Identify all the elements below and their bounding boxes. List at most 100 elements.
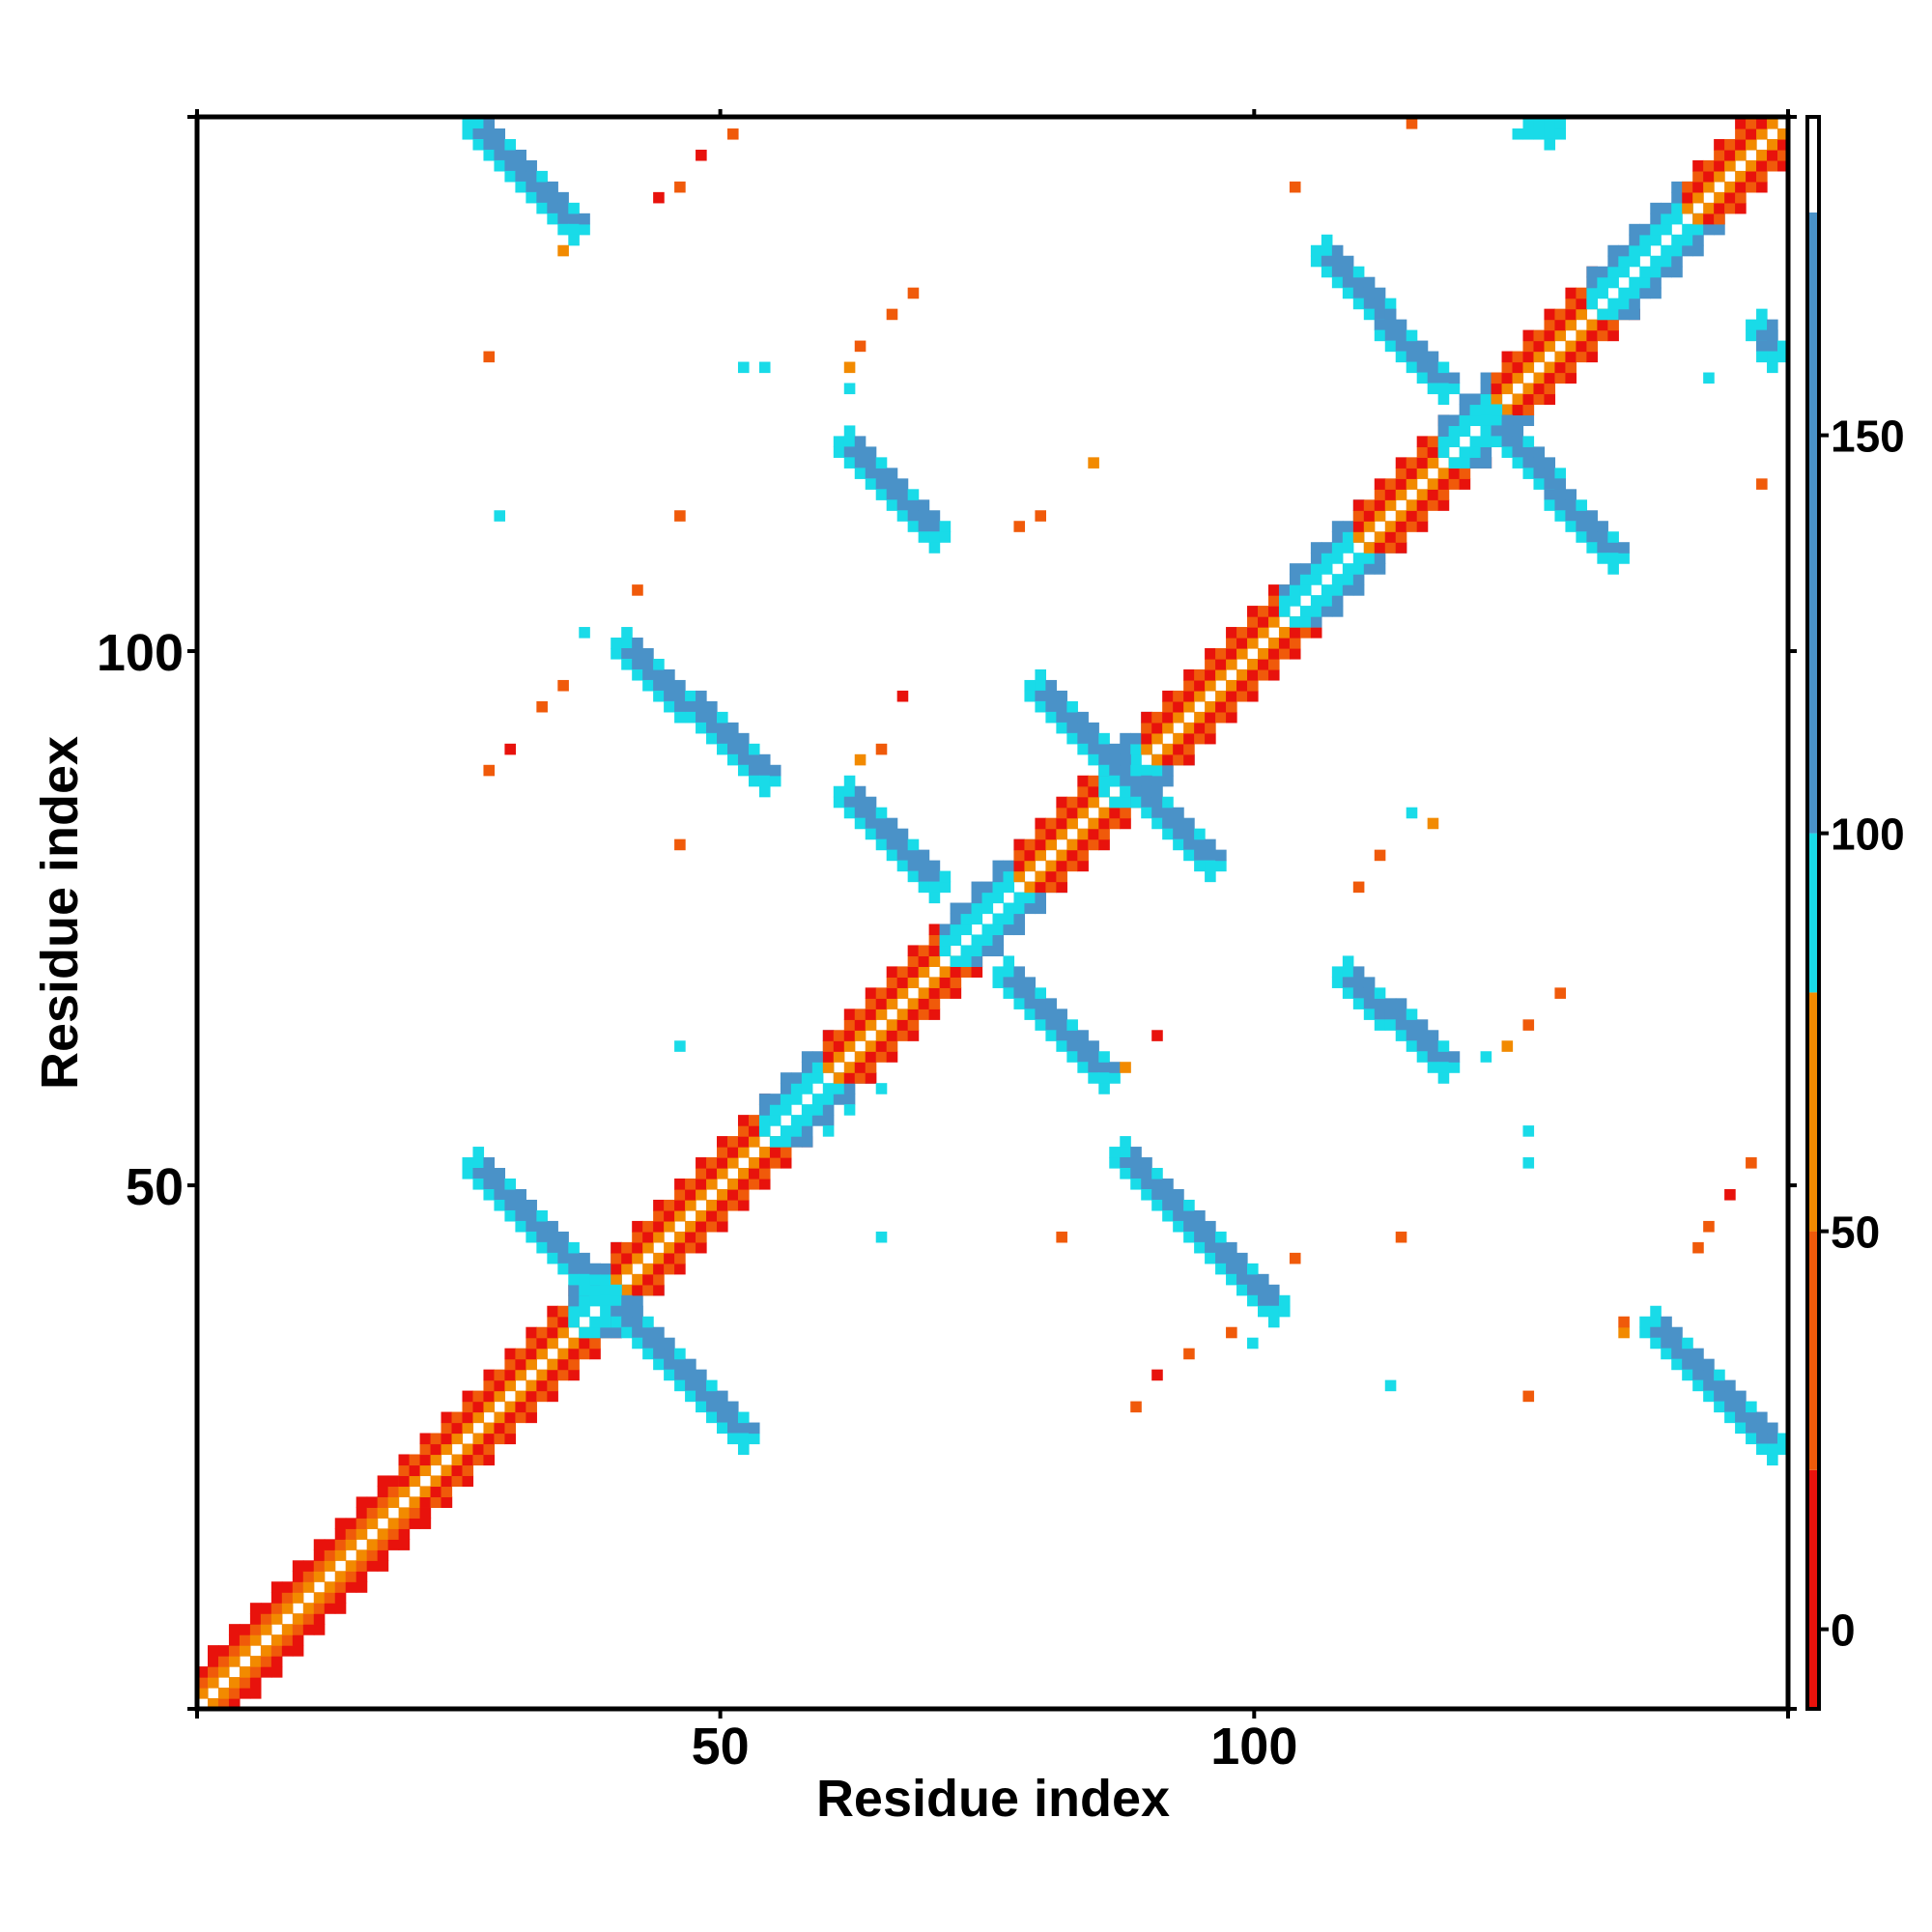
diagonal-cell [451,1422,464,1435]
contact-cell [907,287,920,299]
strand-cell [1565,499,1577,511]
diagonal-cell [875,998,888,1009]
diagonal-cell [1299,574,1312,585]
diagonal-cell [981,934,994,947]
diagonal-cell [249,1677,262,1689]
strand-cell [1682,1337,1693,1350]
strand-cell [1066,722,1078,734]
diagonal-cell [1003,860,1015,872]
diagonal-cell [377,1486,389,1497]
diagonal-cell [981,892,994,904]
diagonal-cell [886,966,898,978]
diagonal-cell [1629,234,1640,246]
strand-cell [664,1348,675,1360]
strand-cell [1205,1252,1216,1264]
diagonal-cell [1236,627,1248,639]
strand-cell [1384,329,1397,342]
diagonal-cell [1618,244,1630,257]
strand-cell [1267,1305,1280,1318]
diagonal-cell [717,1220,728,1233]
diagonal-cell [1618,298,1630,310]
diagonal-cell [1205,732,1216,745]
diagonal-cell [1671,213,1683,225]
strand-cell [992,966,1005,978]
diagonal-cell [451,1411,464,1424]
strand-cell [833,785,845,798]
diagonal-cell [515,1369,526,1381]
strand-cell [1183,1199,1195,1211]
strand-cell [843,807,856,819]
diagonal-cell [1321,595,1333,607]
strand-cell [674,679,686,692]
diagonal-cell [547,1305,558,1318]
strand-cell [696,1379,707,1392]
strand-cell [526,170,537,183]
diagonal-cell [1352,510,1365,522]
diagonal-cell [504,1401,516,1413]
diagonal-cell [1141,764,1152,777]
strand-cell [462,118,474,129]
diagonal-cell [1395,457,1407,469]
diagonal-cell [483,1454,496,1466]
strand-cell [1173,1220,1184,1233]
diagonal-cell [1130,753,1142,766]
strand-cell [483,138,496,151]
strand-cell [748,753,760,766]
diagonal-cell [1671,181,1683,193]
strand-cell [1247,1263,1259,1275]
diagonal-cell [1098,807,1110,819]
strand-cell [1077,1062,1089,1073]
diagonal-cell [1215,658,1227,670]
strand-cell [854,468,867,479]
diagonal-cell [239,1634,251,1646]
diagonal-cell [1437,468,1450,479]
diagonal-cell [1331,574,1344,585]
diagonal-cell [928,955,941,967]
diagonal-cell [1756,181,1768,193]
diagonal-cell [939,934,952,947]
diagonal-cell [1629,308,1640,321]
diagonal-cell [260,1603,272,1614]
strand-cell [907,489,920,500]
diagonal-cell [1236,648,1248,660]
strand-cell [896,838,909,851]
strand-cell [1035,668,1046,681]
diagonal-cell [1544,383,1556,395]
strand-cell [1746,1433,1757,1445]
strand-cell [1406,351,1418,363]
strand-cell [1661,1326,1672,1339]
strand-cell [1406,1030,1418,1041]
diagonal-cell [1077,775,1089,787]
diagonal-cell [1522,340,1535,353]
strand-cell [918,849,930,862]
diagonal-cell [600,1326,611,1339]
diagonal-cell [504,1348,516,1360]
diagonal-cell [1374,489,1386,500]
diagonal-cell [1310,595,1322,607]
diagonal-cell [409,1518,421,1529]
strand-cell [727,1411,739,1424]
diagonal-cell [1597,329,1608,342]
strand-cell [674,1348,686,1360]
strand-cell [1088,743,1099,755]
strand-cell [1035,987,1046,999]
diagonal-cell [239,1666,251,1678]
diagonal-cell [1003,913,1015,925]
diagonal-cell [790,1072,803,1084]
diagonal-cell [674,1263,686,1275]
diagonal-cell [239,1677,251,1689]
diagonal-cell [1035,892,1046,904]
diagonal-cell [568,1316,580,1328]
diagonal-cell [239,1624,251,1635]
diagonal-cell [1066,807,1078,819]
diagonal-cell [568,1369,580,1381]
strand-cell [1045,679,1057,692]
diagonal-cell [758,1115,771,1126]
diagonal-cell [737,1179,750,1190]
strand-cell [1215,1263,1227,1275]
diagonal-cell [1629,223,1640,236]
diagonal-cell [1342,542,1354,554]
diagonal-cell [642,1284,654,1296]
diagonal-cell [1066,838,1078,851]
